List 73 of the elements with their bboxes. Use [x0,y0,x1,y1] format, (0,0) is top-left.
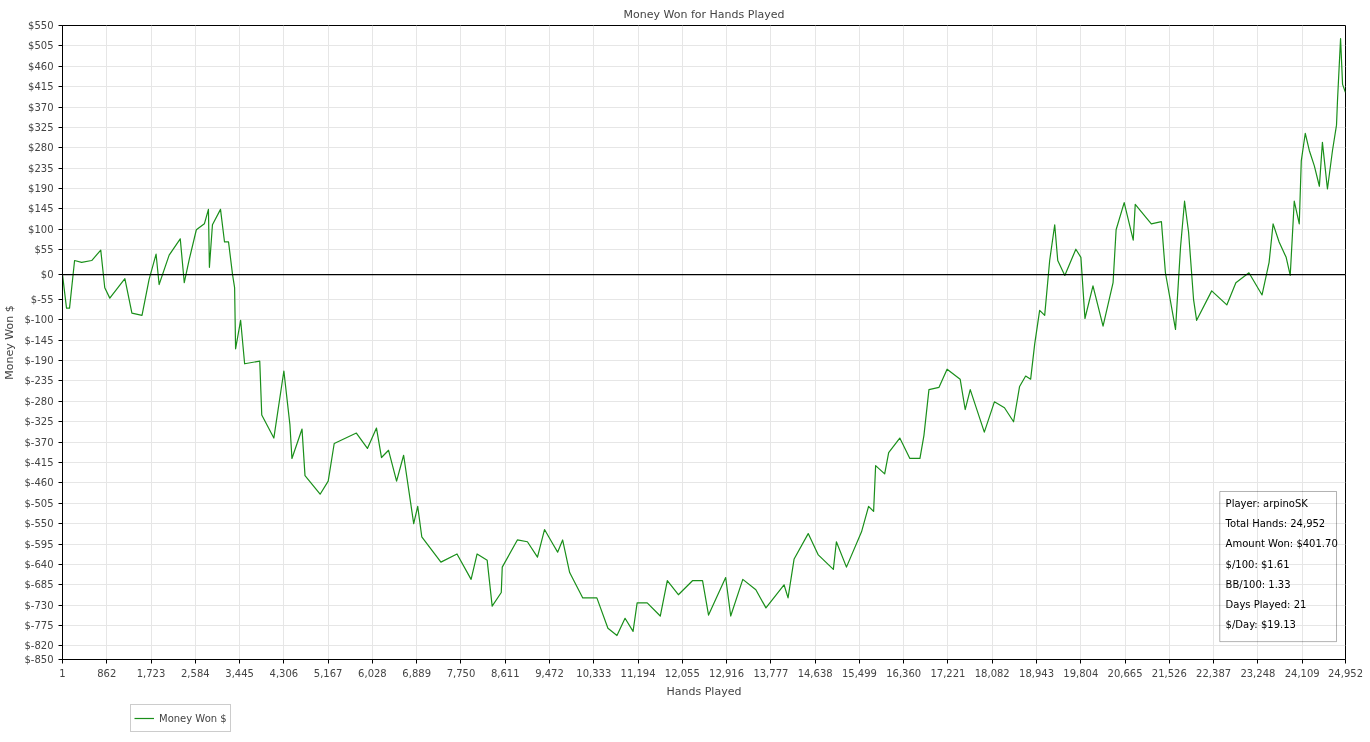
y-tick-label: $-850 [24,654,54,665]
y-tick-label: $-325 [24,416,54,428]
x-tick-label: 3,445 [225,667,254,679]
y-tick-label: $-280 [24,395,54,407]
y-tick-label: $-685 [24,579,54,591]
x-axis-title: Hands Played [666,684,742,698]
x-tick-label: 11,194 [620,667,656,679]
y-tick-label: $-820 [24,640,54,652]
y-tick-label: $415 [28,81,54,93]
annotation: Amount Won: $401.70 [1225,538,1338,550]
y-tick-label: $-550 [24,518,54,530]
y-tick-label: $55 [34,244,54,256]
annotation: $/Day: $19.13 [1225,619,1296,631]
y-axis-title: Money Won $ [3,305,17,380]
x-tick-label: 1,723 [136,667,166,679]
y-tick-label: $100 [28,223,54,235]
y-tick-label: $-415 [24,457,54,469]
x-tick-label: 24,952 [1328,667,1363,679]
y-tick-label: $145 [28,203,54,215]
y-tick-label: $-55 [30,293,54,305]
y-tick-label: $-505 [24,497,54,509]
y-tick-label: $505 [28,40,54,52]
y-tick-label: $0 [40,269,54,281]
x-tick-label: 13,777 [753,667,789,679]
y-tick-label: $235 [28,162,54,174]
legend-label: Money Won $ [159,712,227,724]
annotation: $/100: $1.61 [1225,558,1290,570]
x-tick-label: 20,665 [1107,667,1143,679]
x-tick-label: 12,916 [709,667,745,679]
x-tick-label: 6,028 [358,667,387,679]
y-tick-label: $325 [28,121,54,133]
x-tick-label: 15,499 [841,667,877,679]
x-tick-label: 9,472 [535,667,564,679]
y-tick-label: $550 [28,20,54,31]
y-tick-label: $-730 [24,599,54,611]
x-tick-label: 14,638 [797,667,833,679]
x-tick-label: 21,526 [1151,667,1187,679]
y-tick-label: $-145 [24,334,54,346]
chart-title: Money Won for Hands Played [623,7,785,21]
y-tick-label: $370 [28,101,54,113]
x-tick-label: 22,387 [1196,667,1232,679]
x-tick-label: 1 [59,667,66,679]
x-tick-label: 12,055 [664,667,700,679]
y-tick-label: $-190 [24,355,54,367]
x-tick-label: 6,889 [402,667,432,679]
y-tick-label: $-595 [24,538,54,550]
x-tick-label: 10,333 [576,667,612,679]
y-tick-label: $190 [28,183,54,195]
y-tick-label: $-235 [24,375,54,387]
y-tick-label: $-100 [24,314,54,326]
x-tick-label: 862 [97,667,117,679]
y-tick-label: $280 [28,142,54,154]
y-tick-label: $-460 [24,477,54,489]
x-tick-label: 4,306 [269,667,299,679]
annotation: BB/100: 1.33 [1225,578,1291,590]
y-tick-label: $-775 [24,620,54,632]
x-tick-label: 18,943 [1019,667,1055,679]
x-tick-label: 23,248 [1240,667,1276,679]
x-tick-label: 2,584 [181,667,210,679]
x-tick-label: 7,750 [446,667,476,679]
y-tick-label: $-370 [24,436,54,448]
x-tick-label: 19,804 [1063,667,1099,679]
x-tick-label: 24,109 [1284,667,1320,679]
x-tick-label: 5,167 [313,667,343,679]
annotation: Days Played: 21 [1225,599,1307,611]
annotation: Player: arpinoSK [1225,497,1309,509]
x-tick-label: 8,611 [490,667,520,679]
y-tick-label: $460 [28,60,54,72]
x-tick-label: 16,360 [886,667,922,679]
x-tick-label: 18,082 [974,667,1010,679]
y-tick-label: $-640 [24,558,54,570]
x-tick-label: 17,221 [930,667,966,679]
annotation: Total Hands: 24,952 [1224,518,1326,530]
